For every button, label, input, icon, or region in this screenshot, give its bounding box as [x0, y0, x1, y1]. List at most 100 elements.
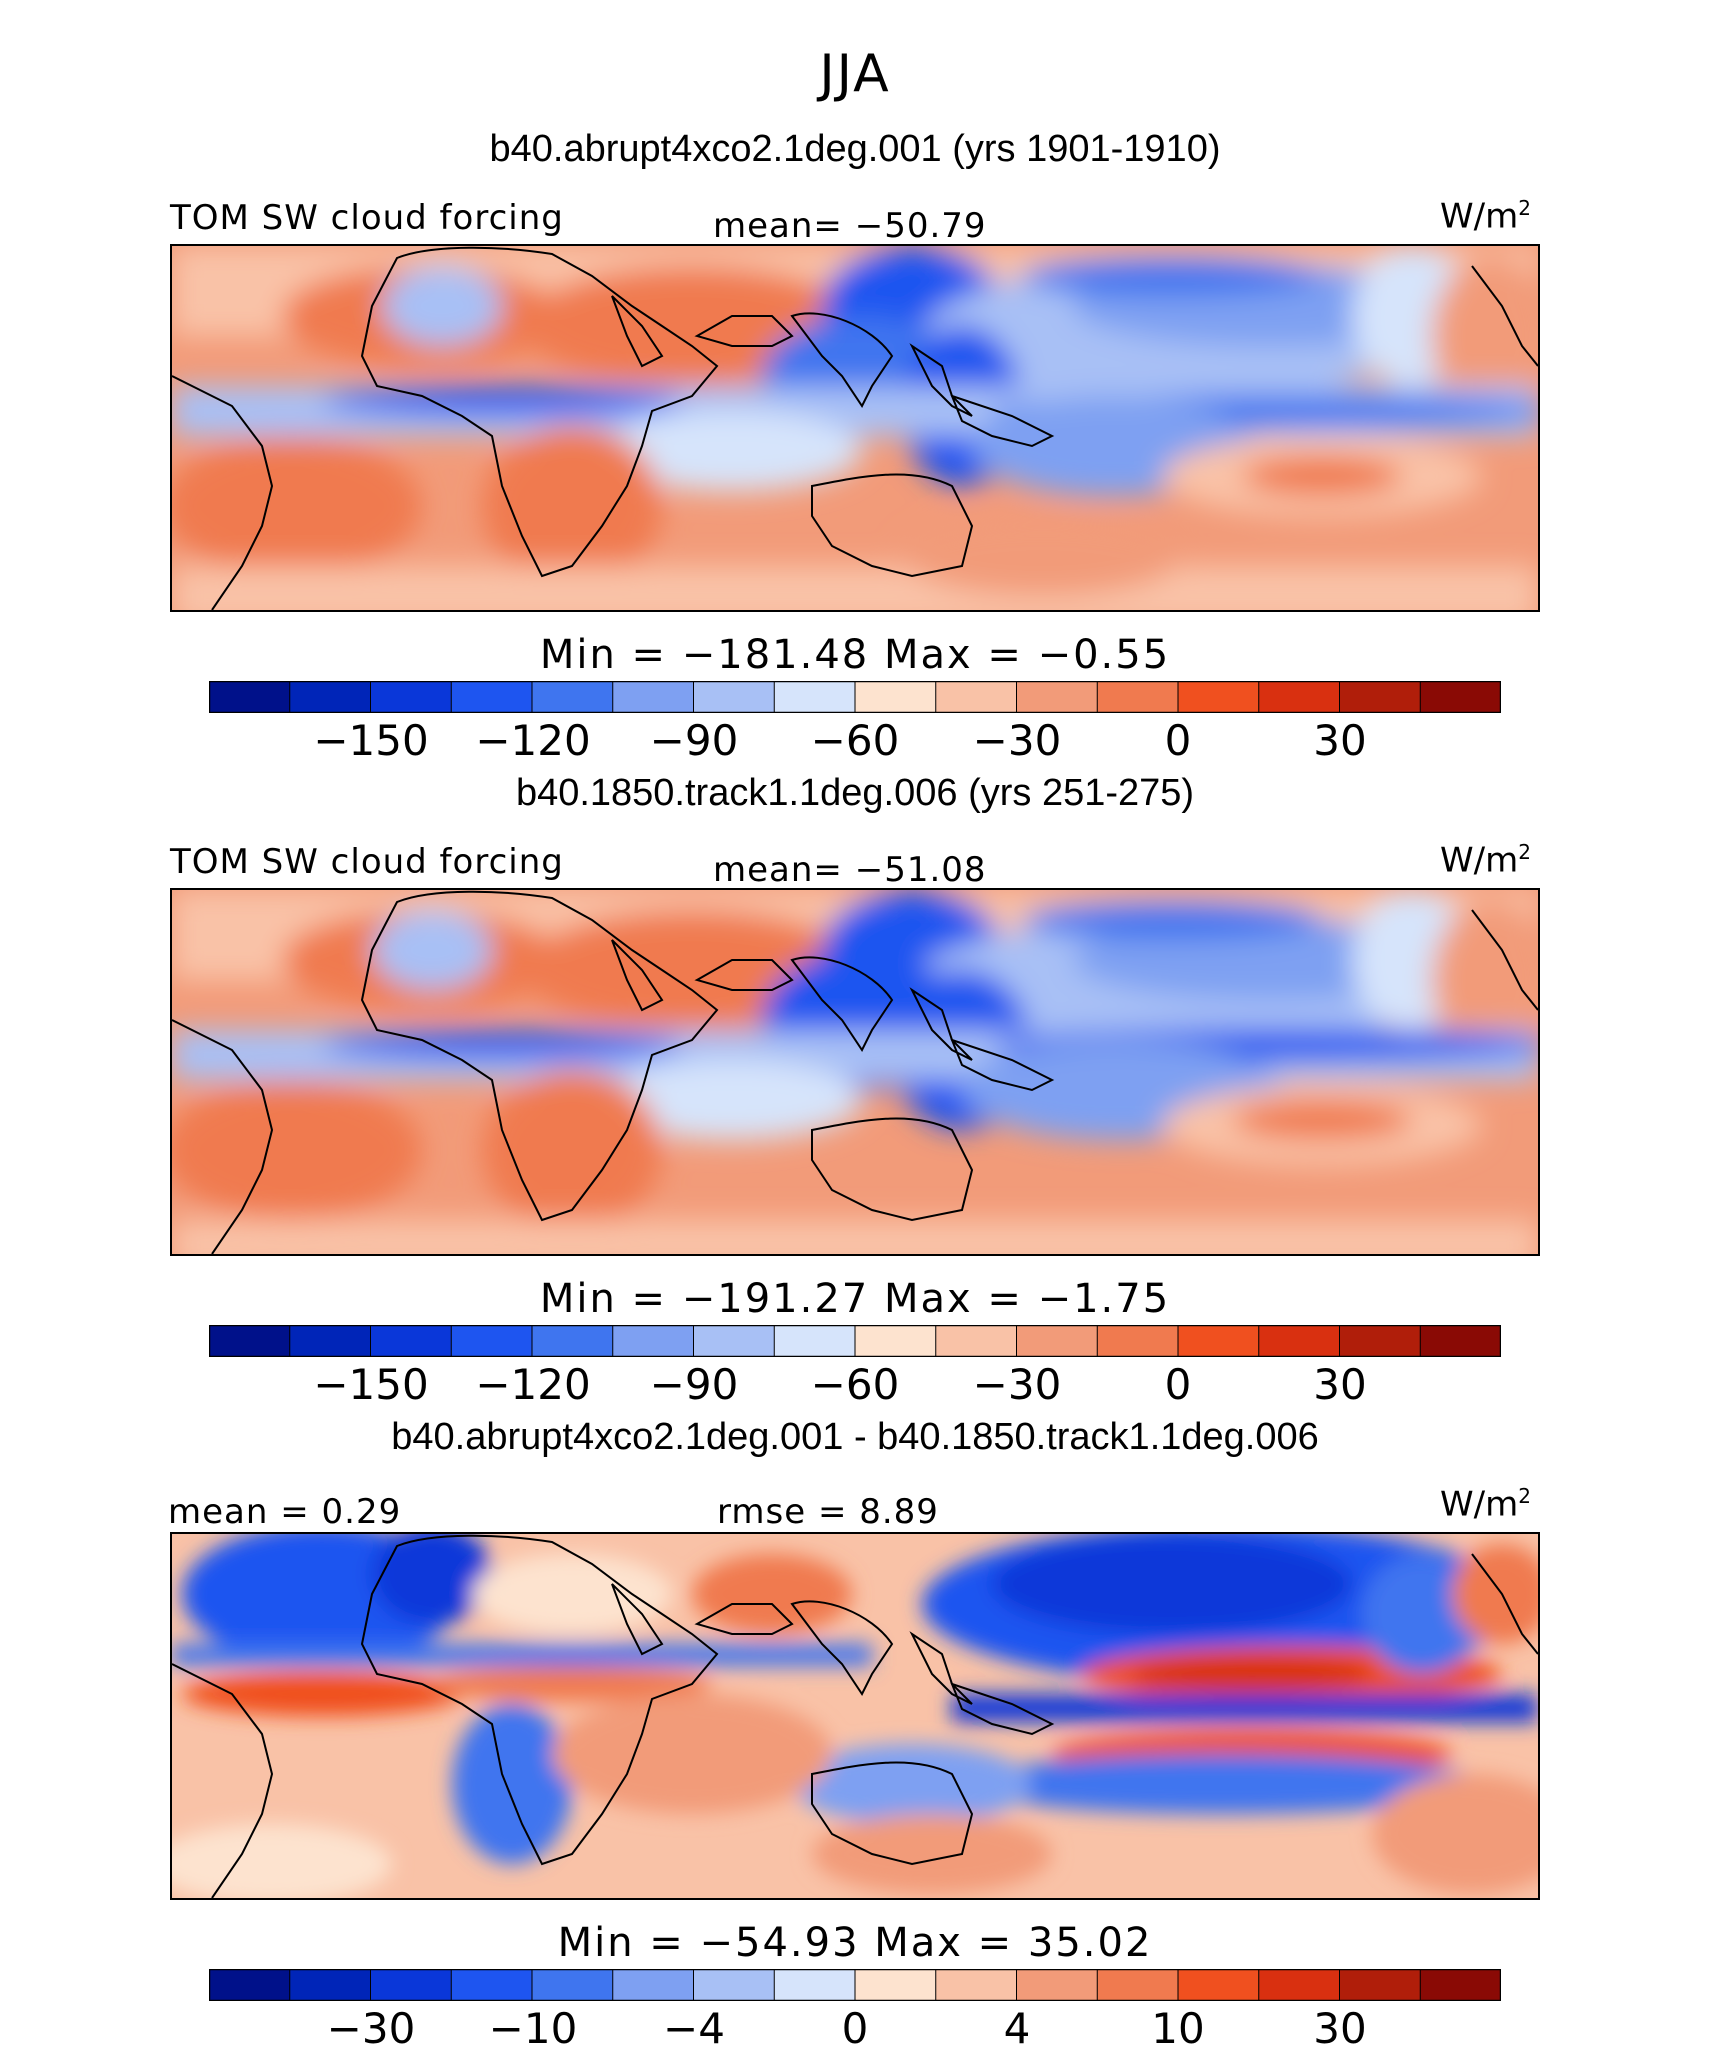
panel-3-cbar-tick: 10 — [1151, 2004, 1205, 2053]
colorbar-swatch — [935, 1969, 1018, 2001]
panel-3-cbar-tick: 4 — [1003, 2004, 1031, 2053]
colorbar-swatch — [370, 681, 453, 713]
colorbar-swatch — [693, 681, 776, 713]
colorbar-swatch — [612, 1969, 695, 2001]
panel-3-cbar-tick: 30 — [1313, 2004, 1367, 2053]
panel-2-cbar-tick: 0 — [1164, 1360, 1192, 1409]
panel-3-units: W/m2 — [1440, 1484, 1531, 1525]
panel-2-map-plot — [172, 890, 1538, 1254]
colorbar-swatch — [612, 681, 695, 713]
panel-2-cbar-tick: −150 — [313, 1360, 429, 1409]
colorbar-frame — [209, 681, 1501, 713]
colorbar-swatch — [209, 1969, 291, 2001]
colorbar-swatch — [1419, 1969, 1501, 2001]
panel-3-cbar-tick: −30 — [326, 2004, 416, 2053]
colorbar-swatch — [289, 681, 372, 713]
panel-3-colorbar-svg — [209, 1969, 1501, 2001]
colorbar-swatch — [1096, 1969, 1179, 2001]
panel-2-map — [170, 888, 1540, 1256]
panel-1-cbar-tick: 0 — [1164, 716, 1192, 765]
panel-1-units: W/m2 — [1440, 196, 1531, 237]
panel-1-map-plot — [172, 246, 1538, 610]
panel-3-minmax: Min = −54.93 Max = 35.02 — [557, 1920, 1153, 1966]
panel-3-coastlines — [172, 1534, 1538, 1898]
colorbar-swatch — [289, 1969, 372, 2001]
panel-3-cbar-tick: −10 — [488, 2004, 578, 2053]
colorbar-swatch — [1096, 681, 1179, 713]
panel-1-cbar-tick: −150 — [313, 716, 429, 765]
panel-3-mean-label: mean = 0.29 — [168, 1492, 402, 1532]
panel-1-cbar-tick: −90 — [649, 716, 739, 765]
colorbar-swatch — [1419, 1325, 1501, 1357]
panel-1-mean-label: mean= −50.79 — [713, 206, 987, 246]
panel-1-cbar-tick: −120 — [475, 716, 591, 765]
panel-3-rmse-label: rmse = 8.89 — [717, 1492, 939, 1532]
colorbar-swatch — [450, 1325, 533, 1357]
panel-2-mean-label: mean= −51.08 — [713, 850, 987, 890]
colorbar-swatch — [773, 1325, 856, 1357]
colorbar-swatch — [773, 681, 856, 713]
colorbar-swatch — [854, 1969, 937, 2001]
panel-1-cbar-tick: −60 — [810, 716, 900, 765]
panel-3-map — [170, 1532, 1540, 1900]
panel-1-cbar-tick: −30 — [972, 716, 1062, 765]
colorbar-swatch — [612, 1325, 695, 1357]
colorbar-swatch — [450, 1969, 533, 2001]
colorbar-swatch — [1339, 1969, 1422, 2001]
panel-2-cbar-tick: 30 — [1313, 1360, 1367, 1409]
panel-1-map — [170, 244, 1540, 612]
panel-3-cbar-tick: −4 — [663, 2004, 725, 2053]
panel-2-cbar-tick: −90 — [649, 1360, 739, 1409]
colorbar-swatch — [289, 1325, 372, 1357]
panel-1-minmax: Min = −181.48 Max = −0.55 — [539, 632, 1171, 678]
colorbar-swatch — [854, 681, 937, 713]
colorbar-swatch — [370, 1325, 453, 1357]
colorbar-swatch — [1016, 1325, 1099, 1357]
panel-2-title: b40.1850.track1.1deg.006 (yrs 251-275) — [515, 772, 1195, 814]
colorbar-swatch — [1016, 681, 1099, 713]
colorbar-swatch — [1339, 1325, 1422, 1357]
colorbar-frame — [209, 1325, 1501, 1357]
panel-2-cbar-tick: −120 — [475, 1360, 591, 1409]
panel-3-cbar-tick: 0 — [841, 2004, 869, 2053]
colorbar-swatch — [1096, 1325, 1179, 1357]
panel-2-cbar-tick: −30 — [972, 1360, 1062, 1409]
colorbar-swatch — [1258, 1969, 1341, 2001]
colorbar-swatch — [209, 1325, 291, 1357]
panel-2-colorbar — [209, 1325, 1501, 1357]
colorbar-swatch — [1258, 681, 1341, 713]
colorbar-swatch — [450, 681, 533, 713]
colorbar-swatch — [1177, 1325, 1260, 1357]
panel-2-cbar-tick: −60 — [810, 1360, 900, 1409]
colorbar-swatch — [693, 1325, 776, 1357]
panel-1-cbar-tick: 30 — [1313, 716, 1367, 765]
panel-1-variable-label: TOM SW cloud forcing — [170, 198, 564, 238]
panel-2-colorbar-svg — [209, 1325, 1501, 1357]
panel-3-map-plot — [172, 1534, 1538, 1898]
colorbar-swatch — [531, 1969, 614, 2001]
colorbar-swatch — [935, 681, 1018, 713]
colorbar-swatch — [209, 681, 291, 713]
panel-2-variable-label: TOM SW cloud forcing — [170, 842, 564, 882]
panel-3-colorbar — [209, 1969, 1501, 2001]
panel-1-title: b40.abrupt4xco2.1deg.001 (yrs 1901-1910) — [489, 128, 1221, 170]
colorbar-swatch — [531, 681, 614, 713]
colorbar-swatch — [773, 1969, 856, 2001]
colorbar-swatch — [1177, 1969, 1260, 2001]
colorbar-swatch — [1177, 681, 1260, 713]
panel-3-title: b40.abrupt4xco2.1deg.001 - b40.1850.trac… — [391, 1416, 1319, 1458]
colorbar-swatch — [370, 1969, 453, 2001]
colorbar-swatch — [854, 1325, 937, 1357]
panel-1-colorbar-svg — [209, 681, 1501, 713]
panel-1-coastlines — [172, 246, 1538, 610]
colorbar-swatch — [531, 1325, 614, 1357]
panel-2-minmax: Min = −191.27 Max = −1.75 — [539, 1276, 1171, 1322]
colorbar-swatch — [693, 1969, 776, 2001]
panel-1-colorbar — [209, 681, 1501, 713]
colorbar-swatch — [1419, 681, 1501, 713]
colorbar-frame — [209, 1969, 1501, 2001]
panel-2-coastlines — [172, 890, 1538, 1254]
colorbar-swatch — [935, 1325, 1018, 1357]
season-title: JJA — [819, 44, 891, 104]
panel-2-units: W/m2 — [1440, 840, 1531, 881]
